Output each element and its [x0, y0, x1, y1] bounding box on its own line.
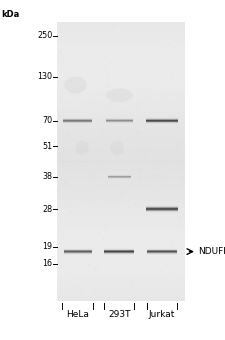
Text: kDa: kDa	[1, 11, 19, 19]
Bar	[57, 55, 184, 59]
Text: Jurkat: Jurkat	[149, 310, 175, 319]
Bar	[57, 101, 184, 106]
Bar	[57, 115, 184, 120]
Bar	[57, 83, 184, 87]
Ellipse shape	[110, 141, 124, 155]
Text: 19: 19	[42, 242, 52, 251]
Bar	[57, 264, 184, 268]
Bar	[57, 87, 184, 92]
Bar	[57, 110, 184, 115]
Bar	[57, 273, 184, 278]
Text: 16: 16	[42, 259, 52, 268]
Bar	[57, 268, 184, 273]
Bar	[57, 212, 184, 217]
Bar	[57, 138, 184, 143]
Bar	[57, 129, 184, 134]
Text: 70: 70	[42, 116, 52, 125]
Bar	[57, 157, 184, 162]
Bar	[57, 226, 184, 231]
Bar	[57, 97, 184, 101]
Ellipse shape	[64, 76, 87, 94]
Bar	[57, 134, 184, 138]
Bar	[57, 222, 184, 226]
Bar	[146, 212, 178, 213]
Bar	[57, 199, 184, 203]
Bar	[57, 287, 184, 292]
Bar	[57, 64, 184, 69]
Bar	[57, 180, 184, 185]
Bar	[146, 205, 178, 206]
Bar	[146, 210, 178, 211]
Bar	[57, 189, 184, 194]
Text: 250: 250	[37, 31, 52, 40]
Bar	[57, 171, 184, 175]
Bar	[57, 45, 184, 50]
Bar	[57, 124, 184, 129]
Bar	[57, 148, 184, 152]
Text: 51: 51	[42, 142, 52, 151]
Bar	[146, 208, 178, 209]
Text: 28: 28	[42, 205, 52, 214]
Bar	[57, 152, 184, 157]
Text: 130: 130	[37, 72, 52, 81]
Bar	[57, 59, 184, 64]
Text: 38: 38	[42, 172, 52, 181]
Bar	[57, 254, 184, 259]
Bar	[57, 143, 184, 148]
Bar	[57, 208, 184, 212]
Bar	[57, 217, 184, 222]
Bar	[57, 162, 184, 166]
Bar	[57, 78, 184, 83]
Ellipse shape	[106, 88, 133, 102]
Text: 293T: 293T	[108, 310, 130, 319]
Bar	[57, 296, 184, 301]
Bar	[57, 31, 184, 36]
Bar	[57, 250, 184, 254]
Bar	[146, 209, 178, 210]
Bar	[146, 211, 178, 212]
Bar	[57, 282, 184, 287]
Bar	[57, 27, 184, 31]
Bar	[57, 36, 184, 41]
Bar	[57, 41, 184, 45]
Bar	[57, 203, 184, 208]
Bar	[57, 236, 184, 240]
Bar	[146, 213, 178, 214]
Ellipse shape	[75, 141, 89, 155]
Text: HeLa: HeLa	[66, 310, 89, 319]
Bar	[57, 292, 184, 296]
Bar	[57, 259, 184, 264]
Bar	[57, 231, 184, 236]
Bar	[57, 240, 184, 245]
Bar	[57, 50, 184, 55]
Bar	[57, 185, 184, 189]
Bar	[57, 22, 184, 301]
Bar	[57, 194, 184, 199]
Bar	[57, 278, 184, 282]
Bar	[57, 120, 184, 124]
Bar	[146, 206, 178, 207]
Bar	[57, 22, 184, 27]
Bar	[57, 175, 184, 180]
Bar	[57, 166, 184, 171]
Bar	[57, 92, 184, 97]
Bar	[146, 204, 178, 205]
Text: NDUFB6: NDUFB6	[198, 247, 225, 256]
Bar	[57, 73, 184, 78]
Bar	[57, 106, 184, 110]
Bar	[57, 245, 184, 250]
Bar	[57, 69, 184, 73]
